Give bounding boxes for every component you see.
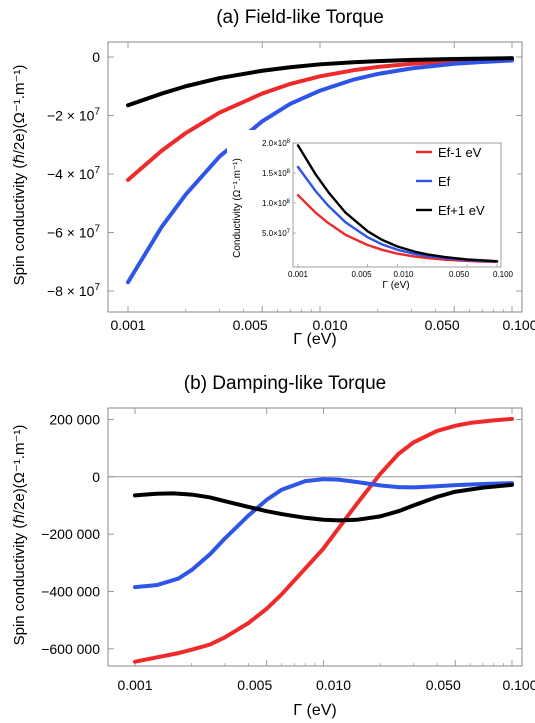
x-tick-label: 0.001 [110, 317, 145, 333]
inset-y-tick-label: 1.5×108 [262, 169, 291, 178]
series-line-2 [126, 58, 514, 285]
x-tick-label: 0.050 [425, 317, 460, 333]
inset-y-tick-label-exponent: 8 [287, 139, 291, 145]
x-tick-label: 0.005 [237, 677, 272, 693]
x-tick-label: 0.050 [426, 677, 461, 693]
panel-b-y-label: Spin conductivity (ℏ/2e)(Ω⁻¹.m⁻¹) [11, 425, 28, 646]
y-tick-label: −8 × 107 [47, 282, 101, 299]
y-tick-label-exponent: 7 [94, 165, 100, 176]
series-line-3 [296, 144, 499, 263]
x-tick-label: 0.100 [502, 317, 535, 333]
inset-x-tick-label: 0.005 [352, 270, 373, 279]
y-tick-label: −6 × 107 [47, 224, 101, 241]
series-line-2 [133, 477, 514, 590]
x-tick-label: 0.010 [316, 677, 351, 693]
y-tick-label: −2 × 107 [47, 107, 101, 124]
panel-b-frame [107, 407, 523, 667]
series-line-1 [133, 416, 514, 664]
inset: 0.001 0.005 0.010 0.050 0.100 5.0×1071.0×108… [227, 130, 517, 291]
panel-b-title: (b) Damping-like Torque [184, 373, 386, 394]
inset-y-tick-label-base: 5.0×10 [262, 229, 287, 238]
inset-x-tick-label: 0.001 [288, 270, 309, 279]
legend-label-3: Ef+1 eV [438, 203, 485, 218]
y-tick-label: −200 000 [41, 526, 100, 542]
inset-y-tick-label-exponent: 8 [287, 169, 291, 175]
series-line-1 [126, 57, 514, 182]
y-tick-label-base: −4 × 10 [47, 166, 95, 182]
y-tick-label: −4 × 107 [47, 165, 101, 182]
y-tick-label-base: −8 × 10 [47, 283, 95, 299]
y-tick-label: −600 000 [41, 641, 100, 657]
inset-background [227, 130, 517, 290]
y-tick-label-base: −2 × 10 [47, 108, 95, 124]
x-tick-label: 0.100 [502, 677, 535, 693]
panel-a: (a) Field-like Torque 0.001 0.005 0.010 0.0… [11, 7, 535, 348]
panel-b: (b) Damping-like Torque 0.001 0.005 0.010 0… [11, 373, 535, 719]
inset-y-label: Conductivity (Ω⁻¹.m⁻¹) [232, 158, 243, 258]
y-tick-label: 200 000 [49, 411, 100, 427]
inset-y-tick-label-exponent: 7 [287, 229, 291, 235]
inset-y-tick-label-base: 2.0×10 [262, 139, 287, 148]
inset-x-tick-label: 0.100 [493, 270, 514, 279]
inset-y-tick-label-base: 1.5×10 [262, 169, 287, 178]
inset-legend: Ef-1 eV Ef Ef+1 eV [416, 145, 485, 218]
x-tick-label: 0.005 [233, 317, 268, 333]
legend-label-2: Ef [438, 174, 451, 189]
panel-a-title: (a) Field-like Torque [216, 7, 384, 28]
inset-y-tick-label: 1.0×108 [262, 199, 291, 208]
y-tick-label-base: −6 × 10 [47, 225, 95, 241]
series-line-3 [126, 56, 514, 108]
inset-frame [292, 142, 502, 268]
panel-a-y-label: Spin conductivity (ℏ/2e)(Ω⁻¹.m⁻¹) [11, 65, 28, 286]
y-tick-label: 0 [92, 469, 100, 485]
x-tick-label: 0.001 [117, 677, 152, 693]
panel-b-x-label: Γ (eV) [293, 702, 336, 719]
y-tick-label-base: 0 [92, 49, 100, 65]
inset-x-label: Γ (eV) [382, 280, 409, 291]
inset-y-tick-label-base: 1.0×10 [262, 199, 287, 208]
inset-x-tick-label: 0.050 [449, 270, 470, 279]
panel-a-frame [107, 41, 523, 313]
inset-x-tick-label: 0.010 [393, 270, 414, 279]
y-tick-label: 0 [92, 49, 100, 65]
x-tick-label: 0.010 [312, 317, 347, 333]
y-tick-label: −400 000 [41, 583, 100, 599]
inset-y-tick-label: 5.0×107 [262, 229, 291, 238]
legend-label-1: Ef-1 eV [438, 145, 482, 160]
y-tick-label-exponent: 7 [94, 107, 100, 118]
series-line-3 [133, 482, 514, 523]
inset-y-tick-label-exponent: 8 [287, 199, 291, 205]
y-tick-label-exponent: 7 [94, 282, 100, 293]
inset-y-tick-label: 2.0×108 [262, 139, 291, 148]
panel-a-x-label: Γ (eV) [293, 331, 336, 348]
y-tick-label-exponent: 7 [94, 224, 100, 235]
